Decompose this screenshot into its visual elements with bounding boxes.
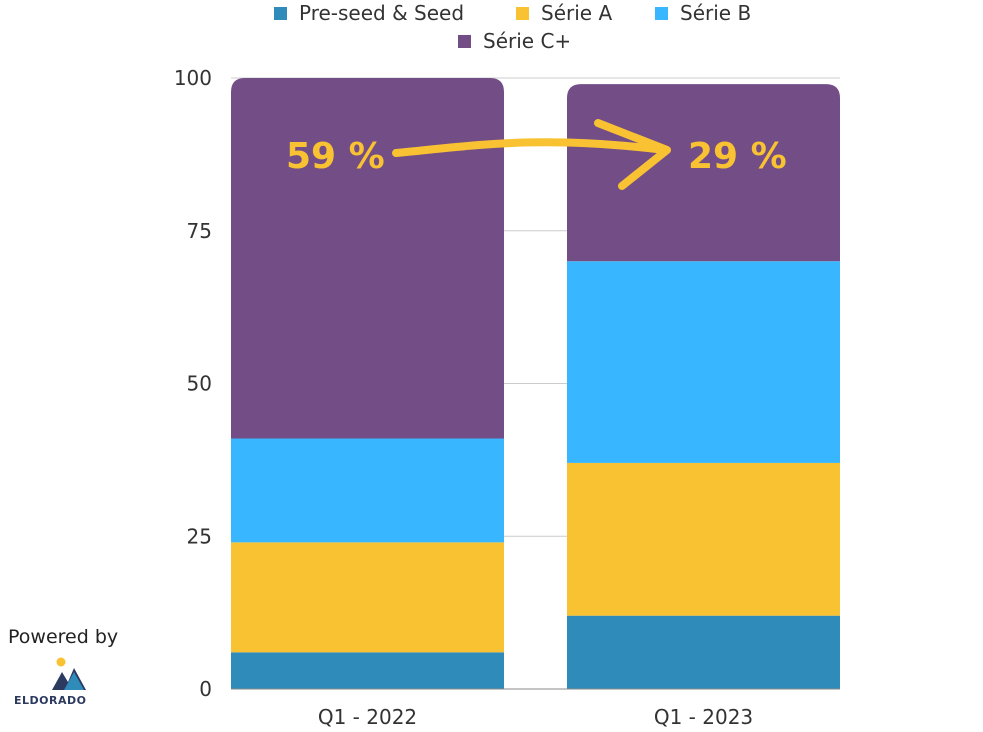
legend-swatch [458,35,471,48]
trend-arrow [392,138,669,157]
mountain-logo-icon [52,657,86,690]
annotation-2022: 59 % [286,136,385,177]
y-axis-ticks: 0 25 50 75 100 [174,66,212,701]
legend-swatch [516,7,529,20]
bar-segment [567,615,840,689]
y-tick-label: 0 [199,677,212,701]
legend-swatch [274,7,287,20]
bar-segment [567,261,840,463]
x-axis-labels: Q1 - 2022 Q1 - 2023 [318,705,753,729]
brand-name: ELDORADO [14,694,87,707]
bar-segment [567,84,840,262]
bar-segment [567,462,840,616]
powered-by-text: Powered by [8,626,119,648]
bar-segment [231,652,504,689]
x-tick-label: Q1 - 2022 [318,705,417,729]
legend-swatch [655,7,668,20]
bar-segment [231,438,504,543]
legend-label: Série B [680,1,751,25]
y-tick-label: 25 [187,524,212,548]
legend-label: Série A [541,1,612,25]
y-tick-label: 75 [187,219,212,243]
bars [231,78,840,690]
legend-label: Pre-seed & Seed [299,1,464,25]
y-tick-label: 100 [174,66,212,90]
legend-label: Série C+ [483,29,571,53]
bar-segment [231,78,504,439]
bar-segment [231,542,504,653]
branding: Powered by ELDORADO [8,626,138,707]
annotation-2023: 29 % [688,136,787,177]
y-tick-label: 50 [187,372,212,396]
x-tick-label: Q1 - 2023 [654,705,753,729]
trend-arrowhead [594,119,671,190]
legend: Pre-seed & Seed Série A Série B Série C+ [274,1,751,53]
